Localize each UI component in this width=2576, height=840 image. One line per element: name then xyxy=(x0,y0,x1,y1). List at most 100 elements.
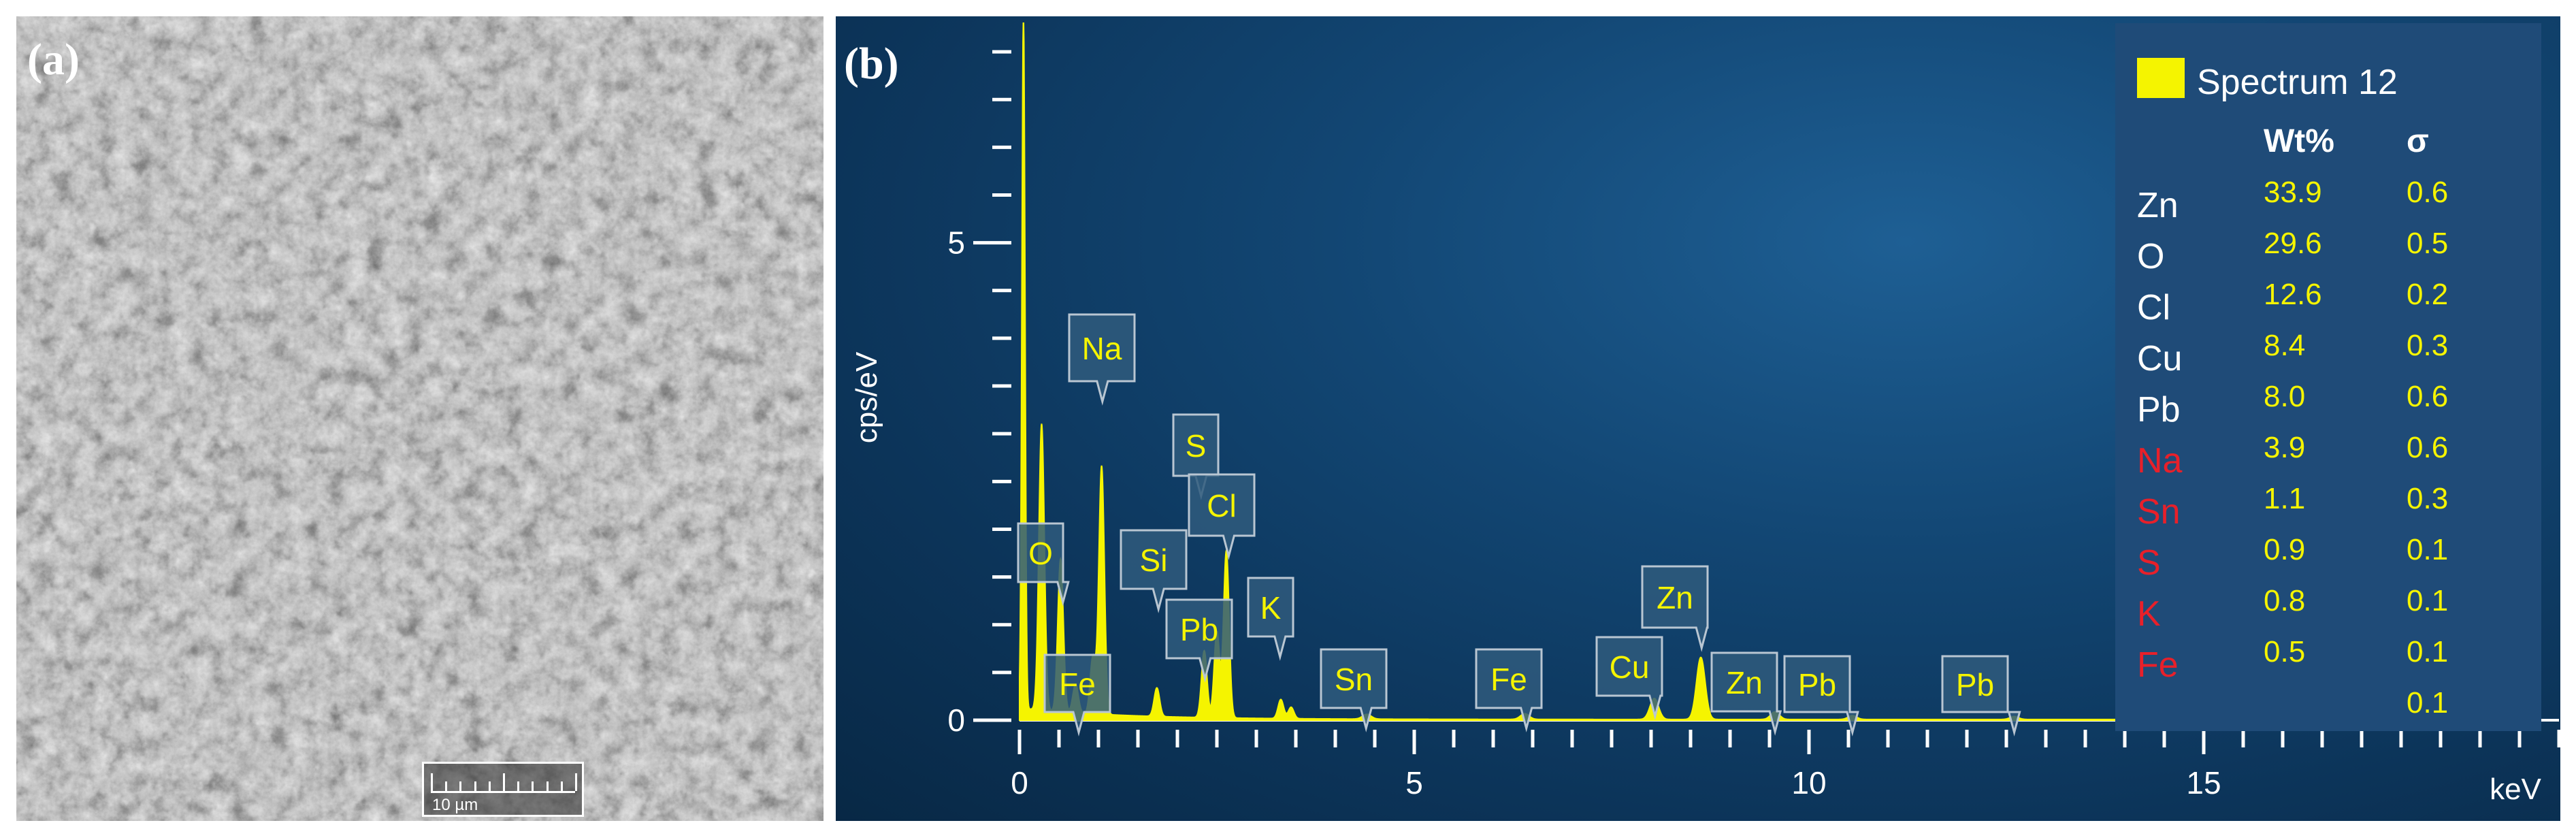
peak-label-text: Cl xyxy=(1207,488,1236,523)
peak-label-pb: Pb xyxy=(1783,655,1859,737)
legend-row: Fe 0.5 0.1 xyxy=(2115,635,2541,685)
scale-bar: 10 µm xyxy=(422,762,584,817)
peak-label-pb: Pb xyxy=(1165,598,1233,683)
peak-label-text: Si xyxy=(1140,543,1168,578)
legend-wt-value: 0.8 xyxy=(2264,584,2306,617)
peak-label-text: Cu xyxy=(1610,649,1650,685)
legend-wt-value: 33.9 xyxy=(2264,176,2322,209)
scale-bar-tick xyxy=(459,781,462,791)
scale-bar-label: 10 µm xyxy=(432,796,478,814)
peak-label-text: Zn xyxy=(1657,580,1693,615)
peak-label-box xyxy=(1641,565,1709,652)
peak-label-text: S xyxy=(1186,428,1207,464)
legend-row: Cl 12.6 0.2 xyxy=(2115,278,2541,328)
peak-label-box xyxy=(1068,313,1136,406)
peak-label-cl: Cl xyxy=(1188,473,1256,560)
legend-row: Pb 8.0 0.6 xyxy=(2115,380,2541,430)
legend-wt-value: 0.9 xyxy=(2264,533,2306,566)
scale-bar-tick xyxy=(517,781,520,791)
peak-label-box xyxy=(1710,651,1782,736)
x-tick-label: 15 xyxy=(2186,765,2221,801)
peak-label-na: Na xyxy=(1068,313,1136,406)
peak-label-box xyxy=(1043,653,1111,737)
legend-row: 0.1 xyxy=(2115,686,2541,737)
legend-row: Na 3.9 0.6 xyxy=(2115,431,2541,481)
legend-sigma-value: 0.1 xyxy=(2407,584,2449,617)
legend-swatch xyxy=(2137,58,2185,98)
peak-label-text: Pb xyxy=(1956,667,1994,702)
peak-label-box xyxy=(1165,598,1233,683)
peak-label-cu: Cu xyxy=(1595,636,1663,720)
peak-label-text: Zn xyxy=(1726,665,1763,700)
x-axis-label: keV xyxy=(2490,773,2541,806)
legend-sigma-value: 0.5 xyxy=(2407,227,2449,260)
peak-label-text: Pb xyxy=(1798,667,1836,702)
legend-row: Sn 1.1 0.3 xyxy=(2115,482,2541,532)
legend-element: K xyxy=(2137,594,2161,634)
scale-bar-tick xyxy=(445,781,448,791)
peak-label-box xyxy=(1247,577,1294,661)
x-tick-label: 5 xyxy=(1405,765,1423,801)
panel-a-label: (a) xyxy=(27,35,80,84)
legend-wt-value: 29.6 xyxy=(2264,227,2322,260)
scale-bar-tick xyxy=(474,781,476,791)
peak-label-text: Pb xyxy=(1180,612,1218,647)
legend-sigma-value: 0.2 xyxy=(2407,278,2449,311)
scale-bar-tick xyxy=(503,773,505,791)
y-axis-label: cps/eV xyxy=(850,351,883,443)
peak-label-box xyxy=(1941,655,2021,737)
legend-sigma-value: 0.6 xyxy=(2407,176,2449,209)
legend-element: Pb xyxy=(2137,390,2181,430)
peak-label-k: K xyxy=(1247,577,1294,661)
legend-sigma-value: 0.6 xyxy=(2407,380,2449,413)
legend-element: O xyxy=(2137,237,2165,276)
legend-wt-value: 12.6 xyxy=(2264,278,2322,311)
legend-sigma-value: 0.3 xyxy=(2407,329,2449,362)
peak-label-text: O xyxy=(1028,536,1053,571)
scale-bar-tick xyxy=(532,781,534,791)
legend-sigma-value: 0.6 xyxy=(2407,431,2449,464)
legend-sigma-value: 0.1 xyxy=(2407,533,2449,566)
y-tick-label: 0 xyxy=(947,702,965,738)
legend-element: Sn xyxy=(2137,492,2181,532)
sem-micrograph xyxy=(16,16,824,821)
legend-sigma-value: 0.1 xyxy=(2407,635,2449,668)
legend-element: S xyxy=(2137,543,2161,583)
peak-label-box xyxy=(1783,655,1859,737)
peak-label-text: Na xyxy=(1082,331,1122,366)
eds-spectrum-panel: 0 5 10 15 0 5 O Fe Na Si S Pb Cl K Sn Fe Cu Zn Zn Pb Pb cps… xyxy=(836,16,2560,821)
legend-element: Zn xyxy=(2137,186,2179,225)
x-tick-label: 0 xyxy=(1011,765,1028,801)
legend-wt-value: 8.0 xyxy=(2264,380,2306,413)
legend-wt-value: 1.1 xyxy=(2264,482,2306,515)
peak-label-sn: Sn xyxy=(1320,648,1388,732)
legend-element: Cl xyxy=(2137,288,2171,327)
peak-label-fe: Fe xyxy=(1043,653,1111,737)
legend-wt-value: 3.9 xyxy=(2264,431,2306,464)
scale-bar-tick xyxy=(546,781,549,791)
legend-sigma-value: 0.1 xyxy=(2407,686,2449,720)
peak-label-box xyxy=(1188,473,1256,560)
legend-element: Na xyxy=(2137,441,2183,481)
legend-sigma-value: 0.3 xyxy=(2407,482,2449,515)
legend-col-sigma: σ xyxy=(2407,123,2429,159)
peak-label-box xyxy=(1475,648,1543,732)
peak-label-text: Fe xyxy=(1490,662,1527,697)
peak-label-zn: Zn xyxy=(1710,651,1782,736)
panel-b-label: (b) xyxy=(844,39,899,88)
peak-label-box xyxy=(1320,648,1388,732)
legend-row: Zn 33.9 0.6 xyxy=(2115,176,2541,226)
peak-label-box xyxy=(1595,636,1663,720)
x-tick-label: 10 xyxy=(1791,765,1826,801)
legend-table: Spectrum 12 Wt% σ Zn 33.9 0.6 O 29.6 0.5 Cl 12.… xyxy=(2115,23,2541,731)
legend-col-wt: Wt% xyxy=(2264,123,2334,159)
scale-bar-tick xyxy=(431,773,433,791)
scale-bar-tick xyxy=(575,773,577,791)
peak-label-o: O xyxy=(1017,522,1070,607)
legend-element: Cu xyxy=(2137,339,2183,378)
legend-series-name: Spectrum 12 xyxy=(2197,63,2398,102)
peak-label-si: Si xyxy=(1120,529,1188,613)
peak-label-text: Sn xyxy=(1335,662,1373,697)
